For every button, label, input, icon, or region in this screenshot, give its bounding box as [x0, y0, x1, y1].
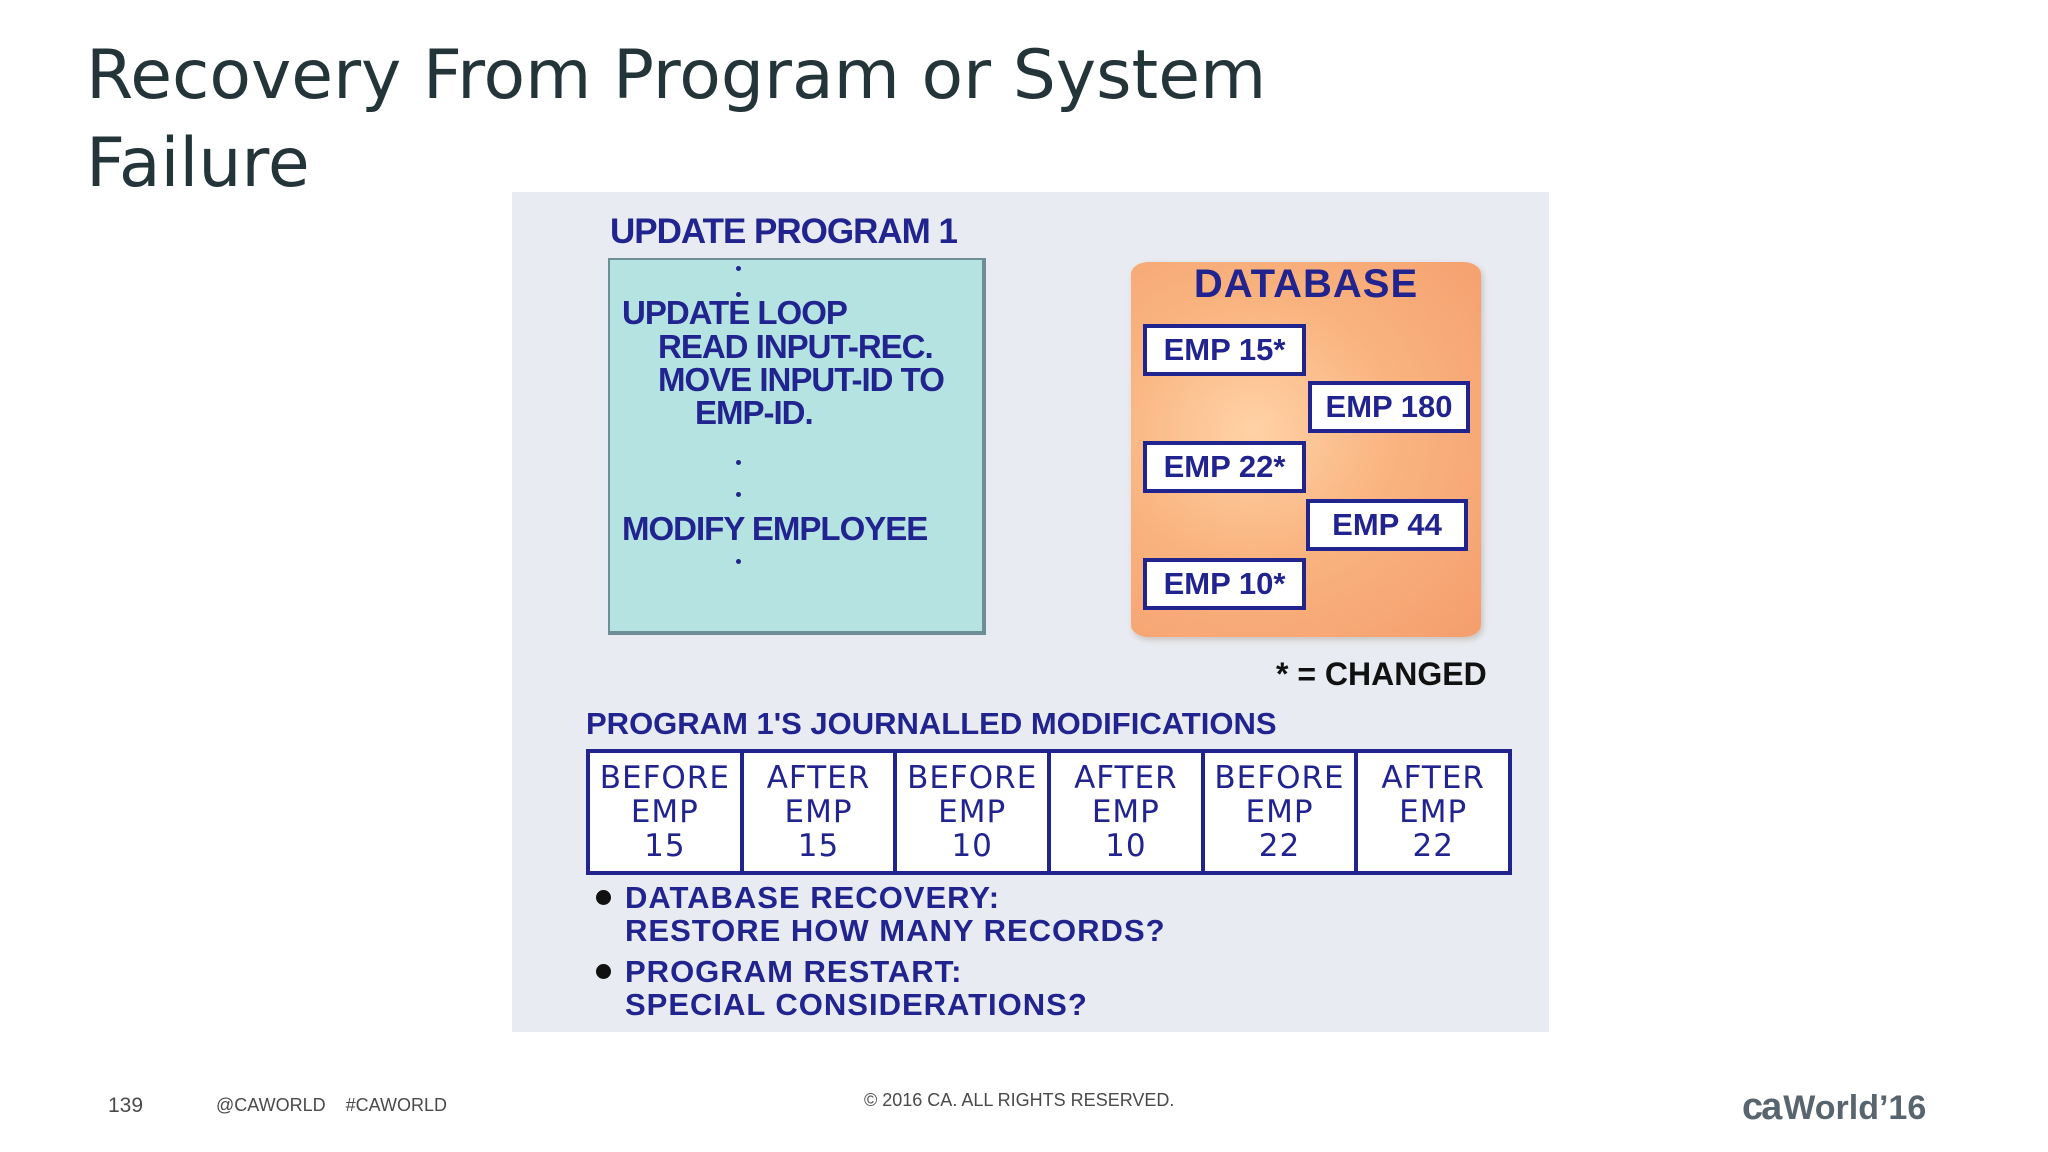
- logo-ca: ca: [1742, 1086, 1782, 1128]
- journal-cell-label: BEFORE: [1214, 760, 1345, 796]
- ellipsis-dot: [736, 559, 741, 564]
- social-handles: @CAWORLD #CAWORLD: [216, 1095, 447, 1115]
- journal-cell-num: 15: [644, 828, 686, 864]
- journal-cell-emp: EMP: [938, 794, 1007, 830]
- program-title: UPDATE PROGRAM 1: [610, 212, 958, 251]
- journal-cell-label: BEFORE: [907, 760, 1038, 796]
- ellipsis-dot: [736, 292, 741, 297]
- code-line: MODIFY EMPLOYEE: [622, 510, 928, 547]
- bullet-line: RESTORE HOW MANY RECORDS?: [625, 913, 1166, 948]
- bullet-line: PROGRAM RESTART:: [625, 954, 963, 989]
- journal-cell-label: BEFORE: [599, 760, 730, 796]
- recovery-diagram: UPDATE PROGRAM 1 UPDATE LOOP READ INPUT-…: [512, 192, 1549, 1032]
- bullet-text: DATABASE RECOVERY: RESTORE HOW MANY RECO…: [625, 881, 1166, 947]
- bullet-icon: [596, 964, 611, 979]
- journal-cell: AFTER EMP 15: [744, 753, 898, 871]
- journal-cell-num: 22: [1258, 828, 1301, 864]
- program-code-box: UPDATE LOOP READ INPUT-REC. MOVE INPUT-I…: [608, 258, 986, 635]
- code-line: READ INPUT-REC.: [658, 328, 934, 365]
- copyright-notice: © 2016 CA. ALL RIGHTS RESERVED.: [864, 1090, 1175, 1110]
- ellipsis-dot: [736, 460, 741, 465]
- journal-cell-label: AFTER: [1381, 760, 1485, 796]
- record-box: EMP 180: [1308, 381, 1470, 433]
- journal-cell: AFTER EMP 22: [1358, 753, 1508, 871]
- journal-cell-num: 22: [1412, 828, 1454, 864]
- page-number: 139: [108, 1094, 144, 1117]
- changed-legend: * = CHANGED: [1276, 656, 1487, 692]
- journal-cell-emp: EMP: [630, 794, 699, 830]
- journal-cell-emp: EMP: [1245, 794, 1314, 830]
- journal-cell: BEFORE EMP 22: [1205, 753, 1359, 871]
- bullet-line: SPECIAL CONSIDERATIONS?: [625, 987, 1088, 1022]
- journal-cell-label: AFTER: [1074, 760, 1178, 796]
- record-box: EMP 10*: [1143, 558, 1306, 610]
- logo-world: World: [1783, 1089, 1879, 1127]
- journal-table: BEFORE EMP 15 AFTER EMP 15 BEFORE EMP 10…: [586, 749, 1512, 875]
- journal-cell: BEFORE EMP 10: [897, 753, 1052, 871]
- code-line: MOVE INPUT-ID TO: [658, 361, 945, 398]
- code-line: EMP-ID.: [695, 394, 814, 431]
- record-box: EMP 44: [1306, 499, 1468, 551]
- journal-cell-num: 15: [797, 828, 840, 864]
- journal-title: PROGRAM 1'S JOURNALLED MODIFICATIONS: [586, 706, 1277, 741]
- journal-cell-num: 10: [1105, 828, 1147, 864]
- record-box: EMP 22*: [1143, 441, 1306, 493]
- slide-title: Recovery From Program or System Failure: [86, 36, 1267, 203]
- logo-year: ’16: [1878, 1089, 1927, 1127]
- journal-cell: BEFORE EMP 15: [590, 753, 744, 871]
- journal-cell-emp: EMP: [784, 794, 853, 830]
- journal-cell-emp: EMP: [1091, 794, 1160, 830]
- ellipsis-dot: [736, 266, 741, 271]
- ca-world-logo: caWorld’16: [1742, 1086, 1926, 1129]
- journal-cell-emp: EMP: [1399, 794, 1468, 830]
- database-label: DATABASE: [1193, 262, 1419, 306]
- journal-cell-num: 10: [951, 828, 993, 864]
- bullet-icon: [596, 890, 611, 905]
- journal-cell: AFTER EMP 10: [1051, 753, 1205, 871]
- journal-cell-label: AFTER: [766, 760, 871, 796]
- ellipsis-dot: [736, 492, 741, 497]
- record-box: EMP 15*: [1143, 324, 1306, 376]
- bullet-line: DATABASE RECOVERY:: [625, 880, 1001, 915]
- code-line: UPDATE LOOP: [622, 294, 848, 331]
- bullet-text: PROGRAM RESTART: SPECIAL CONSIDERATIONS?: [625, 955, 1088, 1021]
